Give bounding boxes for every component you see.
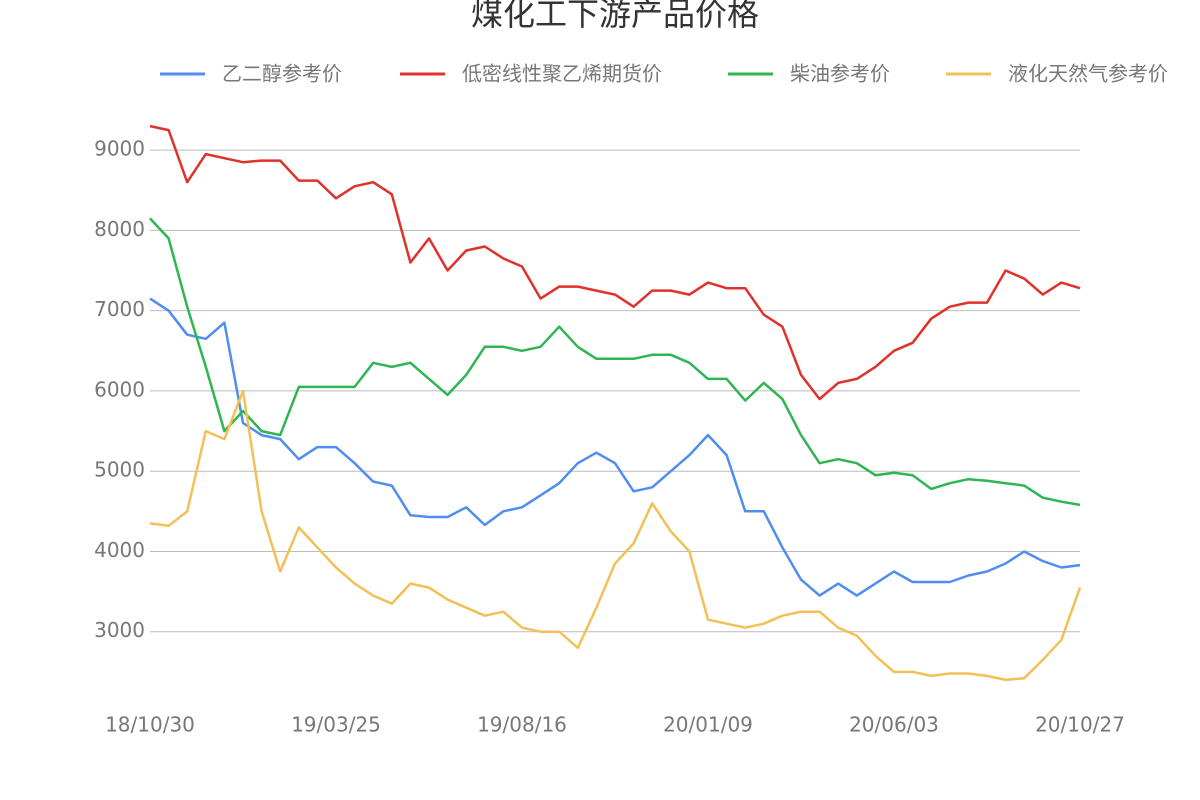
x-tick-label: 20/10/27 <box>1035 713 1125 737</box>
x-tick-label: 19/08/16 <box>477 713 567 737</box>
x-tick-label: 20/06/03 <box>849 713 939 737</box>
legend-label: 低密线性聚乙烯期货价 <box>462 62 662 86</box>
y-tick-label: 3000 <box>94 618 145 642</box>
series-line <box>149 297 1081 597</box>
legend-label: 乙二醇参考价 <box>222 62 342 86</box>
legend-label: 液化天然气参考价 <box>1008 62 1168 86</box>
y-tick-label: 5000 <box>94 458 145 482</box>
series-line <box>149 124 1081 401</box>
x-tick-label: 20/01/09 <box>663 713 753 737</box>
x-tick-label: 19/03/25 <box>291 713 381 737</box>
y-tick-label: 7000 <box>94 297 145 321</box>
series-line <box>149 217 1081 507</box>
chart-title: 煤化工下游产品价格 <box>471 0 759 33</box>
y-tick-label: 4000 <box>94 538 145 562</box>
legend-label: 柴油参考价 <box>790 62 890 86</box>
y-tick-label: 8000 <box>94 217 145 241</box>
x-tick-label: 18/10/30 <box>105 713 195 737</box>
y-tick-label: 9000 <box>94 137 145 161</box>
series-line <box>149 389 1082 682</box>
y-tick-label: 6000 <box>94 377 145 401</box>
